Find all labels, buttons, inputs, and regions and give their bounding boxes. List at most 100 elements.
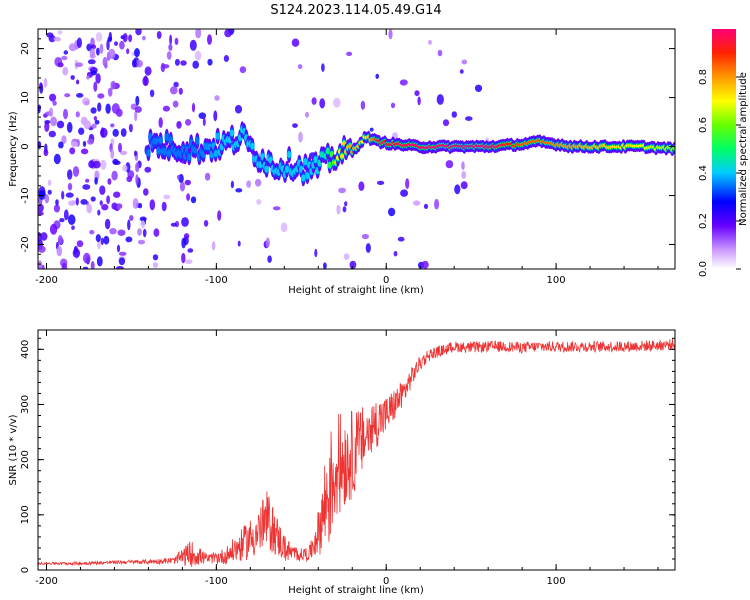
spectrogram-noise-blob	[436, 94, 444, 105]
spectrogram-noise-blob	[298, 131, 303, 143]
spectrogram-noise-blob	[44, 120, 51, 124]
spectrogram-noise-blob	[149, 199, 156, 211]
spectrogram-noise-blob	[272, 206, 281, 211]
spectrogram-noise-blob	[49, 223, 58, 235]
spectrogram-noise-blob	[413, 200, 421, 206]
spectrogram-noise-blob	[99, 185, 106, 195]
spectrogram-noise-blob	[305, 111, 309, 118]
y-tick-label: 400	[20, 340, 31, 359]
spectrogram-noise-blob	[135, 95, 140, 106]
spectrogram-noise-blob	[224, 29, 232, 38]
spectrogram-noise-blob	[192, 60, 199, 69]
spectrogram-noise-blob	[49, 107, 54, 118]
spectrogram-noise-blob	[53, 204, 61, 213]
spectrogram-noise-blob	[125, 236, 133, 243]
spectrogram-noise-blob	[61, 135, 67, 144]
spectrogram-noise-blob	[78, 127, 85, 135]
spectrogram-noise-blob	[132, 198, 139, 209]
spectrogram-ridge-mark	[156, 148, 161, 153]
spectrogram-noise-blob	[70, 75, 75, 80]
spectrogram-noise-blob	[90, 196, 96, 202]
spectrogram-noise-blob	[115, 205, 123, 209]
spectrogram-noise-blob	[135, 59, 144, 68]
spectrogram-noise-blob	[461, 59, 468, 65]
spectrogram-noise-blob	[95, 32, 103, 42]
spectrogram-ridge-mark	[260, 154, 265, 159]
spectrogram-noise-blob	[179, 181, 186, 192]
spectrogram-marks	[38, 29, 675, 269]
spectrogram-ridge-mark	[213, 151, 218, 156]
spectrogram-noise-blob	[58, 141, 64, 149]
spectrogram-noise-blob	[82, 97, 90, 106]
spectrogram-ridge-mark	[339, 154, 345, 159]
spectrogram-noise-blob	[265, 237, 270, 248]
spectrogram-noise-blob	[122, 164, 128, 172]
spectrogram-noise-blob	[82, 140, 87, 147]
spectrogram-noise-blob	[235, 188, 243, 193]
spectrogram-noise-blob	[119, 40, 125, 50]
spectrogram-noise-blob	[80, 148, 89, 155]
y-tick-label: 0	[20, 143, 31, 149]
x-tick-label: -200	[35, 275, 58, 286]
spectrogram-ridge-mark	[166, 151, 171, 156]
spectrogram-noise-blob	[423, 203, 429, 209]
spectrogram-noise-blob	[94, 177, 98, 185]
spectrogram-noise-blob	[338, 187, 346, 194]
spectrogram-noise-blob	[90, 44, 97, 50]
spectrogram-noise-blob	[254, 178, 262, 187]
spectrogram-noise-blob	[38, 232, 42, 243]
spectrogram-noise-blob	[106, 39, 110, 51]
spectrogram-ridge-mark	[195, 139, 200, 144]
spectrogram-noise-blob	[161, 201, 167, 212]
spectrogram-ridge-mark	[286, 152, 292, 157]
y-tick-label: 100	[20, 505, 31, 524]
spectrogram-noise-blob	[190, 196, 197, 204]
spectrogram-noise-blob	[70, 141, 78, 148]
spectrogram-noise-blob	[149, 89, 155, 98]
spectrogram-noise-blob	[319, 98, 326, 109]
spectrogram-noise-blob	[177, 175, 181, 180]
spectrogram-noise-blob	[280, 222, 288, 233]
spectrogram-noise-blob	[360, 100, 366, 110]
spectrogram-noise-blob	[57, 234, 63, 245]
spectrogram-noise-blob	[211, 241, 216, 251]
spectrogram-noise-blob	[291, 38, 300, 47]
spectrogram-noise-blob	[93, 81, 98, 92]
spectrogram-noise-blob	[185, 119, 192, 126]
spectrogram-noise-blob	[434, 198, 440, 210]
spectrogram-noise-blob	[152, 262, 159, 268]
spectrogram-noise-blob	[170, 86, 178, 95]
spectrogram-noise-blob	[38, 190, 46, 200]
spectrogram-noise-blob	[358, 181, 365, 191]
spectrogram-noise-blob	[72, 248, 81, 258]
spectrogram-noise-blob	[129, 215, 134, 221]
spectrogram-noise-blob	[102, 56, 108, 67]
spectrogram-noise-blob	[421, 260, 429, 269]
spectrogram-noise-blob	[174, 58, 180, 66]
spectrogram-noise-blob	[237, 240, 241, 247]
spectrogram-noise-blob	[134, 48, 140, 58]
spectrogram-noise-blob	[61, 262, 68, 269]
spectrogram-noise-blob	[90, 70, 97, 76]
spectrogram-noise-blob	[198, 112, 207, 119]
spectrogram-noise-blob	[135, 174, 139, 185]
spectrogram-noise-blob	[114, 41, 118, 46]
spectrogram-noise-blob	[95, 234, 101, 243]
spectrogram-noise-blob	[61, 190, 65, 200]
spectrogram-noise-blob	[176, 121, 182, 129]
spectrogram-noise-blob	[185, 259, 193, 265]
colorbar-label: Normalized spectral amplitude	[738, 72, 749, 226]
spectrogram-ridge-mark	[301, 175, 306, 180]
spectrogram-ridge-mark	[158, 138, 163, 143]
snr-panel: -200 -100 0 100 0 100 200 300 400 Height of str…	[8, 329, 676, 596]
spectrogram-noise-blob	[111, 202, 118, 210]
spectrogram-noise-blob	[83, 252, 91, 264]
spectrogram-noise-blob	[223, 55, 229, 62]
spectrogram-noise-blob	[100, 159, 107, 170]
spectrogram-ridge-mark	[250, 144, 255, 149]
spectrogram-noise-blob	[96, 47, 100, 56]
spectrogram-noise-blob	[333, 97, 341, 108]
spectrogram-noise-blob	[181, 252, 186, 264]
spectrogram-noise-blob	[97, 209, 101, 216]
spectrogram-ridge-mark	[305, 173, 310, 178]
